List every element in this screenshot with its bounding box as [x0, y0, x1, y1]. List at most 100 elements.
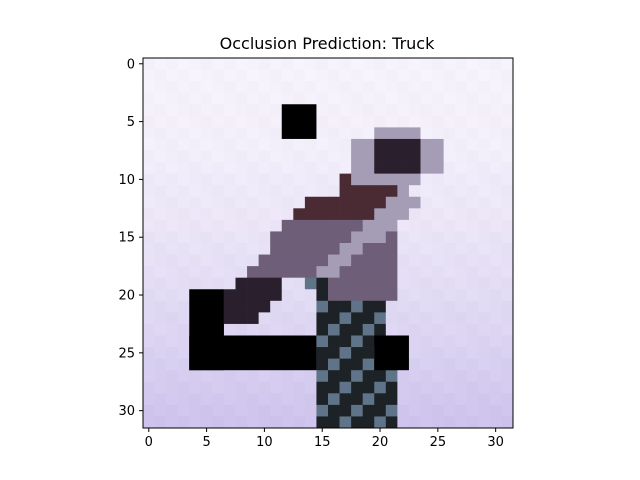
image-pixel	[455, 335, 468, 348]
image-pixel	[223, 81, 236, 94]
image-pixel	[154, 300, 167, 313]
image-pixel	[374, 289, 387, 302]
image-pixel	[362, 208, 375, 221]
image-pixel	[478, 289, 491, 302]
image-pixel	[270, 370, 283, 383]
image-pixel	[374, 81, 387, 94]
image-pixel	[154, 92, 167, 105]
image-pixel	[258, 81, 271, 94]
image-pixel	[362, 243, 375, 255]
image-pixel	[247, 104, 259, 117]
image-pixel	[328, 358, 340, 371]
image-pixel	[489, 393, 502, 406]
image-pixel	[489, 162, 502, 174]
image-pixel	[489, 358, 502, 371]
image-pixel	[304, 81, 317, 94]
image-pixel	[339, 162, 352, 174]
image-pixel	[420, 185, 433, 198]
image-pixel	[212, 219, 225, 232]
image-pixel	[212, 208, 225, 221]
image-pixel	[177, 81, 190, 94]
image-pixel	[247, 323, 259, 336]
image-pixel	[270, 312, 283, 325]
image-pixel	[293, 277, 306, 290]
image-pixel	[466, 162, 479, 174]
image-pixel	[420, 81, 433, 94]
image-pixel	[293, 404, 306, 417]
image-pixel	[501, 58, 514, 70]
image-pixel	[385, 323, 398, 336]
image-pixel	[478, 277, 491, 290]
image-pixel	[304, 208, 317, 221]
image-pixel	[362, 196, 375, 209]
image-pixel	[362, 370, 375, 383]
image-pixel	[408, 69, 421, 82]
image-pixel	[189, 381, 202, 394]
image-pixel	[351, 347, 364, 359]
image-pixel	[478, 404, 491, 417]
image-pixel	[154, 358, 167, 371]
image-pixel	[328, 127, 340, 140]
image-pixel	[212, 104, 225, 117]
image-pixel	[432, 138, 444, 151]
image-pixel	[501, 138, 514, 151]
image-pixel	[212, 370, 225, 383]
image-pixel	[339, 243, 352, 255]
image-pixel	[420, 266, 433, 279]
image-pixel	[223, 92, 236, 105]
image-pixel	[420, 243, 433, 255]
image-pixel	[443, 289, 456, 302]
image-pixel	[212, 404, 225, 417]
image-pixel	[397, 416, 410, 429]
image-pixel	[247, 231, 259, 244]
image-pixel	[408, 196, 421, 209]
image-pixel	[374, 323, 387, 336]
image-pixel	[501, 185, 514, 198]
image-pixel	[351, 58, 364, 70]
image-pixel	[328, 335, 340, 348]
image-pixel	[235, 58, 248, 70]
image-pixel	[281, 231, 294, 244]
image-pixel	[235, 219, 248, 232]
image-pixel	[154, 81, 167, 94]
image-pixel	[362, 254, 375, 267]
image-pixel	[489, 219, 502, 232]
image-pixel	[339, 115, 352, 128]
image-pixel	[374, 243, 387, 255]
image-pixel	[397, 208, 410, 221]
image-pixel	[501, 370, 514, 383]
image-pixel	[258, 404, 271, 417]
image-pixel	[235, 243, 248, 255]
image-pixel	[143, 312, 155, 325]
image-pixel	[212, 266, 225, 279]
image-pixel	[443, 277, 456, 290]
image-pixel	[328, 219, 340, 232]
image-pixel	[281, 243, 294, 255]
image-pixel	[478, 381, 491, 394]
image-pixel	[466, 254, 479, 267]
image-pixel	[466, 81, 479, 94]
image-pixel	[362, 381, 375, 394]
image-pixel	[247, 150, 259, 163]
image-pixel	[466, 58, 479, 70]
image-pixel	[166, 104, 179, 117]
image-pixel	[223, 58, 236, 70]
image-pixel	[247, 219, 259, 232]
image-pixel	[166, 300, 179, 313]
image-pixel	[293, 416, 306, 429]
image-pixel	[351, 196, 364, 209]
image-pixel	[200, 104, 213, 117]
image-pixel	[328, 81, 340, 94]
image-pixel	[258, 115, 271, 128]
image-pixel	[281, 196, 294, 209]
image-pixel	[455, 381, 468, 394]
image-pixel	[281, 323, 294, 336]
image-pixel	[339, 335, 352, 348]
image-pixel	[501, 289, 514, 302]
image-pixel	[212, 138, 225, 151]
image-pixel	[247, 162, 259, 174]
image-pixel	[385, 404, 398, 417]
image-pixel	[328, 208, 340, 221]
image-pixel	[385, 277, 398, 290]
image-pixel	[143, 196, 155, 209]
